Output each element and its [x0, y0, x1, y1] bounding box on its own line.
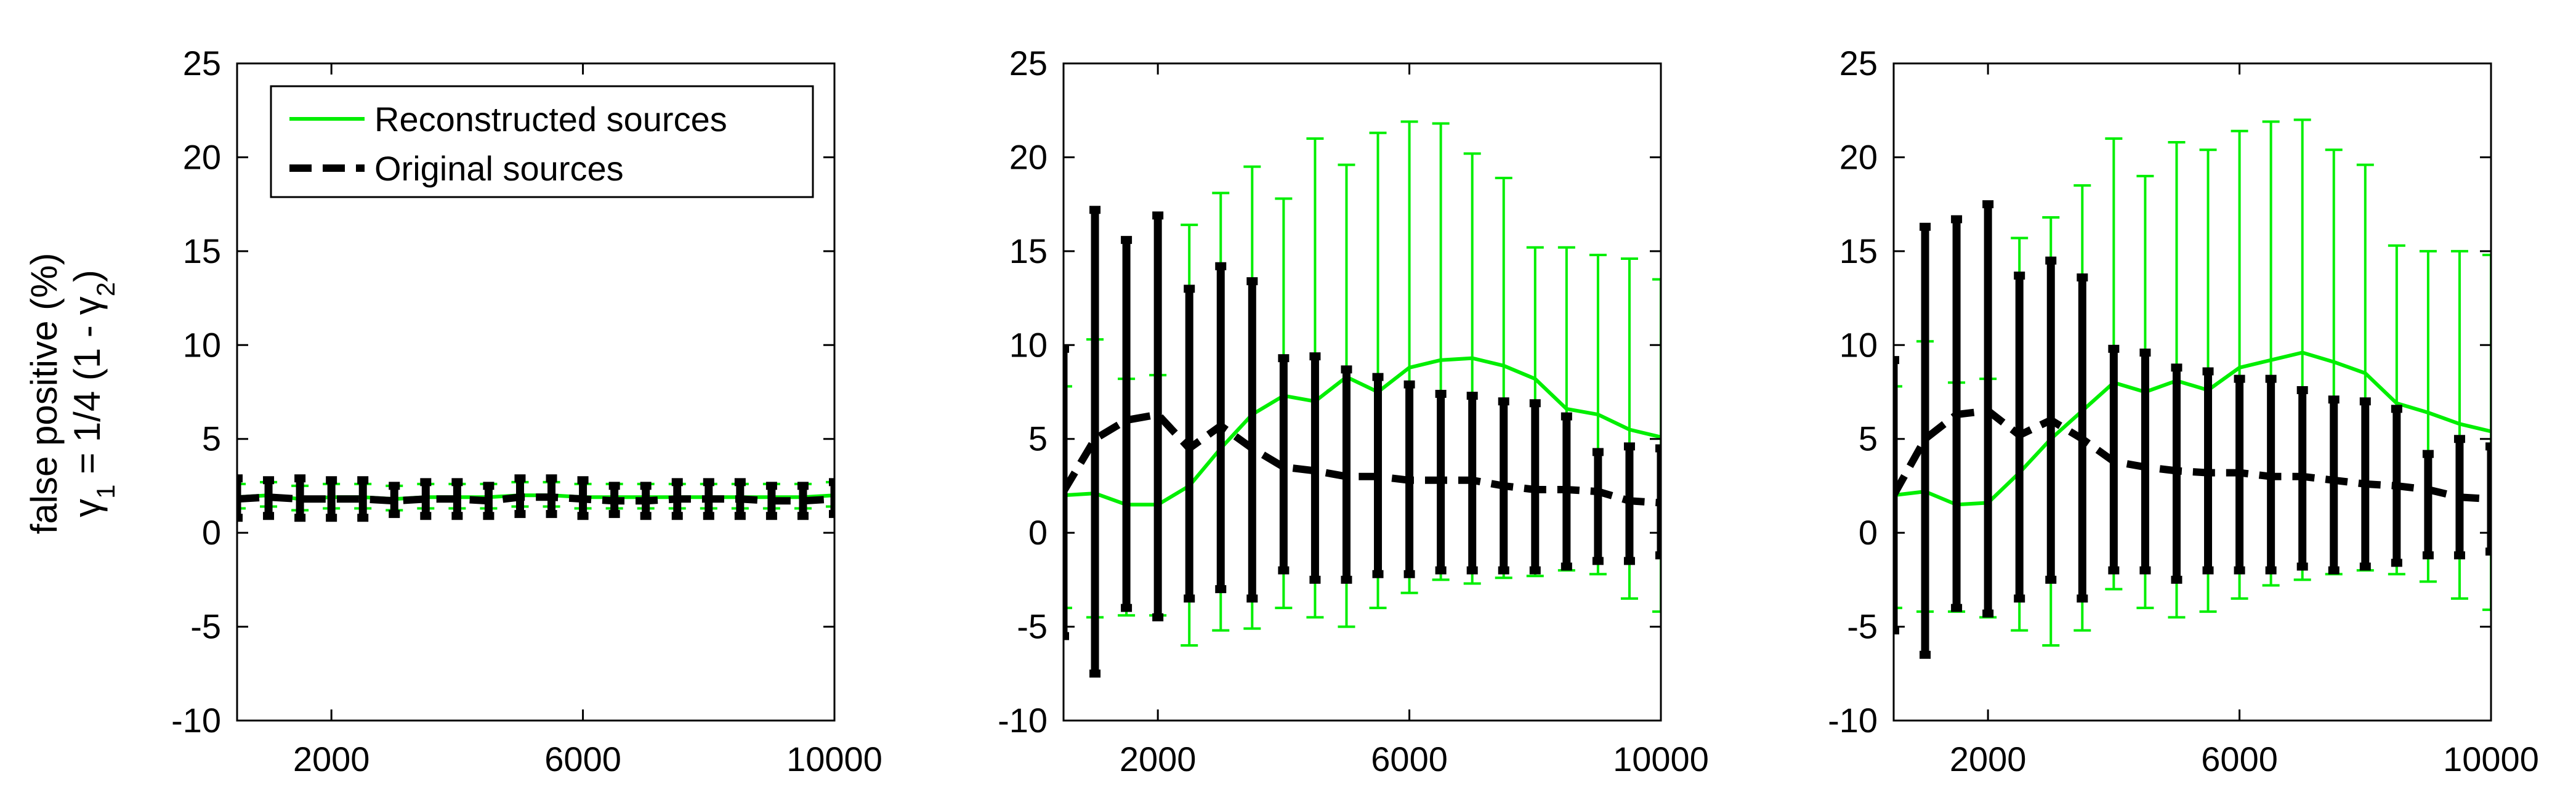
error-bar — [263, 476, 275, 520]
plot-area — [237, 474, 834, 522]
error-bar — [1064, 385, 1072, 610]
x-tick-label: 10000 — [1613, 740, 1709, 778]
plot-area — [1894, 118, 2491, 659]
error-bar — [389, 482, 400, 519]
error-bar — [1655, 444, 1661, 560]
error-bar — [2485, 442, 2491, 556]
error-bar — [1152, 211, 1164, 621]
x-tick-label: 6000 — [2201, 740, 2278, 778]
y-tick-label: -5 — [1847, 607, 1878, 646]
y-tick-label: -10 — [998, 701, 1048, 740]
error-bar — [2328, 395, 2340, 575]
y-axis-title: false positive (%) γ1 = 1/4 (1 - γ2) — [23, 253, 120, 535]
y-tick-label: 15 — [183, 232, 221, 270]
legend-box — [270, 85, 814, 198]
error-bar — [2482, 253, 2491, 612]
series-line — [1064, 411, 1661, 507]
y-axis-title-line1: false positive (%) — [23, 253, 65, 535]
panel-left: -10 -5 0 5 10 15 20 25 2000 6000 10000 — [171, 44, 882, 778]
error-bar — [2422, 450, 2434, 560]
y-tick-label: 15 — [1009, 232, 1048, 270]
axes-frame — [1062, 62, 1662, 722]
y-tick-label: 0 — [202, 513, 221, 552]
axes-frame — [236, 62, 836, 722]
panel-right: -10 -5 0 5 10 15 20 25 2000 6000 10000 — [1828, 44, 2539, 778]
error-bar — [357, 476, 369, 522]
error-bar — [294, 474, 306, 522]
y-tick-label: 25 — [183, 44, 221, 83]
x-tick-label: 2000 — [293, 740, 370, 778]
error-bar — [1894, 356, 1899, 635]
y-tick-label: 10 — [183, 325, 221, 364]
series-original — [1064, 206, 1661, 678]
plot-area — [1064, 120, 1661, 678]
series-original — [1894, 200, 2491, 659]
error-bar — [237, 482, 246, 510]
error-bar — [1064, 344, 1069, 640]
legend: Reconstructed sources Original sources — [270, 85, 814, 198]
error-bar — [1592, 448, 1604, 565]
error-bar — [1894, 385, 1902, 610]
y-tick-label: 25 — [1839, 44, 1878, 83]
error-bar — [1920, 222, 1931, 659]
error-bar — [826, 480, 834, 508]
y-tick-label: -10 — [171, 701, 221, 740]
y-tick-label: 20 — [183, 137, 221, 176]
x-tick-label: 10000 — [2443, 740, 2539, 778]
y-tick-label: 10 — [1839, 325, 1878, 364]
error-bar — [829, 478, 834, 519]
x-tick-label: 2000 — [1950, 740, 2027, 778]
series-original — [237, 474, 834, 522]
x-tick-label: 6000 — [544, 740, 621, 778]
error-bar — [1246, 277, 1258, 603]
y-tick-label: 15 — [1839, 232, 1878, 270]
error-bar — [420, 478, 432, 520]
series-line — [1894, 350, 2491, 507]
x-tick-label: 10000 — [786, 740, 882, 778]
legend-label-original: Original sources — [374, 149, 624, 188]
x-tick-label: 2000 — [1120, 740, 1197, 778]
y-tick-label: 25 — [1009, 44, 1048, 83]
error-bar — [1652, 278, 1661, 613]
error-bar — [1278, 354, 1290, 575]
error-bar — [1121, 236, 1133, 612]
error-bar — [1089, 206, 1101, 678]
legend-label-reconstructed: Reconstructed sources — [374, 100, 727, 139]
y-tick-label: 10 — [1009, 325, 1048, 364]
error-bar — [2139, 348, 2151, 575]
y-tick-label: 0 — [1859, 513, 1878, 552]
y-tick-label: 20 — [1009, 137, 1048, 176]
y-tick-label: 5 — [202, 419, 221, 458]
y-tick-label: 5 — [1028, 419, 1048, 458]
y-tick-label: -5 — [1017, 607, 1048, 646]
x-tick-label: 6000 — [1371, 740, 1448, 778]
series-line — [1064, 356, 1661, 507]
series-line — [1894, 407, 2491, 503]
series-line — [237, 493, 834, 501]
y-tick-label: 5 — [1859, 419, 1878, 458]
error-bar — [237, 474, 243, 522]
y-tick-label: -10 — [1828, 701, 1878, 740]
y-tick-label: 0 — [1028, 513, 1048, 552]
panel-middle: -10 -5 0 5 10 15 20 25 2000 6000 10000 — [998, 44, 1709, 778]
error-bar — [326, 476, 337, 522]
y-tick-label: 20 — [1839, 137, 1878, 176]
y-axis-title-line2: γ1 = 1/4 (1 - γ2) — [67, 270, 120, 517]
axes-frame — [1892, 62, 2492, 722]
y-tick-label: -5 — [190, 607, 221, 646]
